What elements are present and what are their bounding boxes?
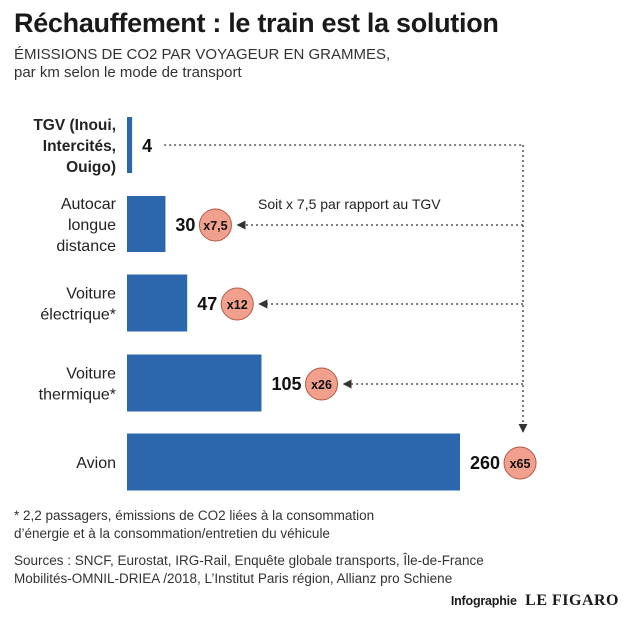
bar-cat-1 <box>127 117 133 173</box>
ratio-label-cat-2: x7,5 <box>203 219 227 233</box>
sources-line-2: Mobilités-OMNIL-DRIEA /2018, L’Institut … <box>14 571 453 586</box>
sources-line-1: Sources : SNCF, Eurostat, IRG-Rail, Enqu… <box>14 553 484 568</box>
credit-prefix: Infographie <box>450 594 517 608</box>
credit: Infographie LE FIGARO <box>451 592 619 610</box>
category-label-line: longue <box>68 217 116 234</box>
category-label-cat-4: Voiture thermique* <box>39 366 116 404</box>
ratio-label-cat-4: x26 <box>311 378 332 392</box>
value-label-cat-5: 260 <box>470 453 500 473</box>
category-label-cat-1: TGV (Inoui, Intercités, Ouigo) <box>33 117 116 176</box>
subtitle-line-1: ÉMISSIONS DE CO2 PAR VOYAGEUR EN GRAMMES… <box>14 46 391 63</box>
ratio-badge-cat-3 <box>220 287 254 321</box>
annotation-text: Soit x 7,5 par rapport au TGV <box>258 196 441 212</box>
brand-logo: LE FIGARO <box>525 592 619 609</box>
chart-subtitle: ÉMISSIONS DE CO2 PAR VOYAGEUR EN GRAMMES… <box>14 46 390 82</box>
footnote: * 2,2 passagers, émissions de CO2 liées … <box>14 507 374 543</box>
value-label-cat-1: 4 <box>142 136 152 156</box>
category-label-cat-3: Voiture électrique* <box>40 286 116 324</box>
footnote-line-1: * 2,2 passagers, émissions de CO2 liées … <box>14 508 375 523</box>
bar-cat-2 <box>127 196 166 252</box>
category-label-line: Intercités, <box>43 138 116 155</box>
chart-title: Réchauffement : le train est la solution <box>14 8 499 38</box>
bars-layer: TGV (Inoui, Intercités, Ouigo) 4 Autocar long… <box>33 117 537 491</box>
ratio-badge-cat-2 <box>198 208 232 242</box>
category-label-line: Voiture <box>66 366 116 383</box>
ratio-label-cat-5: x65 <box>510 457 531 471</box>
value-label-cat-4: 105 <box>271 374 301 394</box>
ratio-badge-cat-5 <box>503 446 537 480</box>
ratio-badge-cat-4 <box>305 367 339 401</box>
bar-cat-3 <box>127 274 188 332</box>
arrows-layer <box>164 144 528 433</box>
category-label-line: Autocar <box>61 196 117 213</box>
category-label-line: distance <box>56 238 116 255</box>
subtitle-line-2: par km selon le mode de transport <box>14 64 242 81</box>
category-label-line: Voiture <box>66 286 116 303</box>
category-label-cat-5: Avion <box>76 455 116 472</box>
bar-chart: TGV (Inoui, Intercités, Ouigo) 4 Autocar long… <box>33 117 537 491</box>
value-label-cat-2: 30 <box>175 215 195 235</box>
footnote-line-2: d’énergie et à la consommation/entretien… <box>14 526 330 541</box>
bar-cat-5 <box>127 433 460 491</box>
category-label-line: thermique* <box>39 387 116 404</box>
category-label-line: TGV (Inoui, <box>33 117 116 134</box>
category-label-cat-2: Autocar longue distance <box>56 196 116 255</box>
category-label-line: Avion <box>76 455 116 472</box>
sources: Sources : SNCF, Eurostat, IRG-Rail, Enqu… <box>14 552 484 588</box>
bar-cat-4 <box>127 354 262 412</box>
ratio-label-cat-3: x12 <box>227 298 248 312</box>
category-label-line: électrique* <box>40 307 116 324</box>
value-label-cat-3: 47 <box>197 294 217 314</box>
category-label-line: Ouigo) <box>66 159 116 176</box>
